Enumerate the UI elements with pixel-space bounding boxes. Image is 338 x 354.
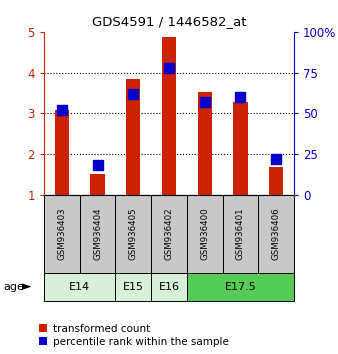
Point [59, 107, 65, 113]
Bar [162, 37, 176, 195]
Legend: transformed count, percentile rank within the sample: transformed count, percentile rank withi… [39, 324, 228, 347]
Bar [151, 273, 187, 301]
Bar [90, 173, 105, 195]
Text: GSM936406: GSM936406 [272, 207, 281, 260]
Text: GSM936402: GSM936402 [165, 207, 173, 260]
Bar [151, 195, 187, 273]
Point [273, 156, 279, 162]
Text: ►: ► [22, 280, 31, 293]
Text: GSM936400: GSM936400 [200, 207, 209, 260]
Bar [269, 167, 283, 195]
Text: GSM936404: GSM936404 [93, 207, 102, 260]
Text: E14: E14 [69, 282, 90, 292]
Bar [44, 273, 115, 301]
Title: GDS4591 / 1446582_at: GDS4591 / 1446582_at [92, 15, 246, 28]
Bar [198, 92, 212, 195]
Bar [115, 195, 151, 273]
Bar [223, 195, 258, 273]
Point [95, 162, 100, 168]
Text: E15: E15 [123, 282, 144, 292]
Point [130, 91, 136, 97]
Text: GSM936405: GSM936405 [129, 207, 138, 260]
Point [166, 65, 172, 70]
Point [202, 99, 208, 105]
Bar [55, 110, 69, 195]
Bar [233, 102, 248, 195]
Bar [187, 273, 294, 301]
Bar [80, 195, 115, 273]
Bar [126, 80, 140, 195]
Point [238, 94, 243, 100]
Bar [44, 195, 80, 273]
Text: E17.5: E17.5 [224, 282, 256, 292]
Text: GSM936403: GSM936403 [57, 207, 66, 260]
Bar [115, 273, 151, 301]
Bar [258, 195, 294, 273]
Bar [187, 195, 223, 273]
Text: E16: E16 [159, 282, 179, 292]
Text: age: age [3, 282, 24, 292]
Text: GSM936401: GSM936401 [236, 207, 245, 260]
